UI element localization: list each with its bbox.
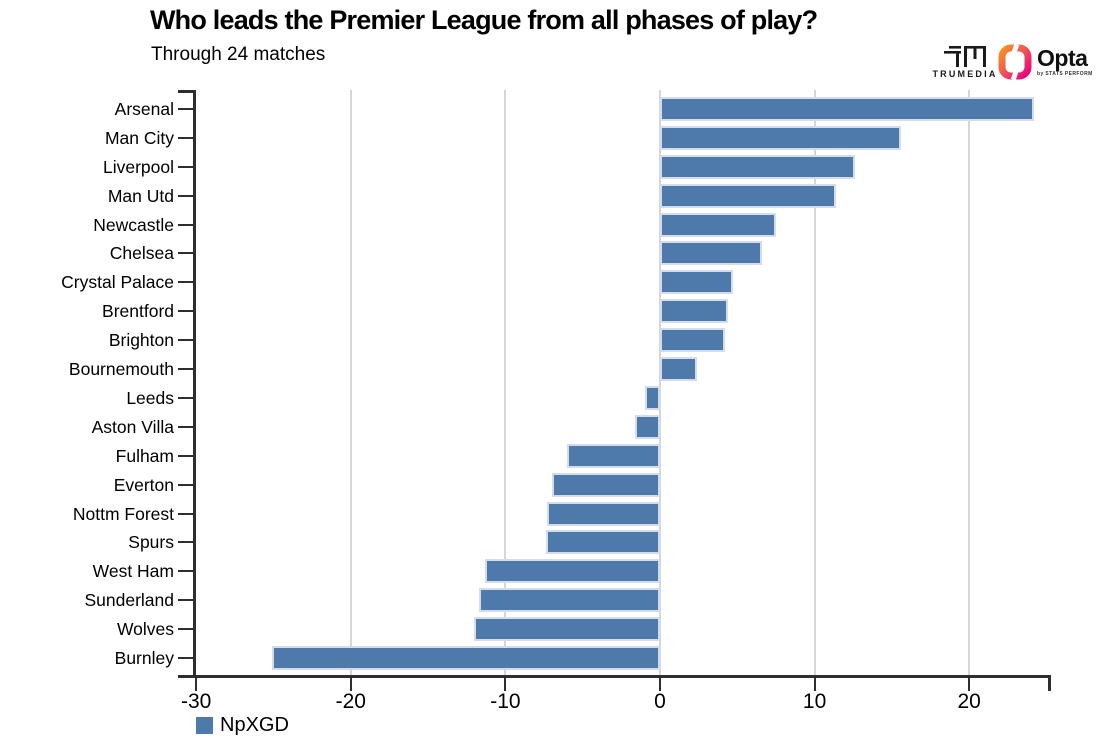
x-tick-label: -10 bbox=[490, 690, 521, 713]
y-tick bbox=[178, 310, 193, 313]
y-tick bbox=[178, 136, 193, 139]
x-tick bbox=[195, 678, 198, 691]
y-tick bbox=[178, 165, 193, 168]
bar-wolves bbox=[474, 617, 660, 642]
bar-everton bbox=[551, 472, 660, 497]
bar-arsenal bbox=[660, 96, 1035, 121]
bar-newcastle bbox=[660, 212, 776, 237]
page-title: Who leads the Premier League from all ph… bbox=[150, 5, 818, 35]
y-axis-line bbox=[193, 90, 196, 675]
x-tick-label: 0 bbox=[654, 690, 666, 713]
gridline bbox=[349, 90, 352, 675]
y-tick-label-wolves: Wolves bbox=[116, 619, 174, 640]
x-axis-right-cap bbox=[1048, 678, 1051, 691]
y-tick bbox=[178, 368, 193, 370]
bar-aston-villa bbox=[635, 414, 660, 439]
bar-chelsea bbox=[660, 241, 763, 266]
x-tick bbox=[813, 678, 816, 691]
bar-liverpool bbox=[660, 154, 855, 179]
y-tick bbox=[178, 396, 193, 399]
y-tick bbox=[178, 454, 193, 457]
x-tick-label: 10 bbox=[802, 690, 827, 713]
y-tick bbox=[178, 512, 193, 515]
y-tick bbox=[178, 281, 193, 284]
y-tick bbox=[178, 570, 193, 573]
bar-fulham bbox=[567, 443, 660, 468]
y-tick-label-chelsea: Chelsea bbox=[109, 243, 174, 264]
legend: NpXGD bbox=[196, 714, 289, 737]
y-tick-label-crystal-palace: Crystal Palace bbox=[61, 272, 174, 293]
x-tick bbox=[504, 678, 507, 691]
gridline bbox=[659, 90, 661, 675]
bar-crystal-palace bbox=[660, 270, 733, 295]
y-tick bbox=[178, 223, 193, 226]
opta-sub-label: by STATS PERFORM bbox=[1037, 71, 1093, 77]
trumedia-icon bbox=[944, 46, 986, 67]
y-tick-label-bournemouth: Bournemouth bbox=[68, 359, 174, 379]
y-tick bbox=[178, 483, 193, 486]
y-axis-top-cap bbox=[178, 90, 196, 93]
y-tick bbox=[178, 339, 193, 342]
gridline bbox=[504, 90, 507, 675]
y-tick-label-liverpool: Liverpool bbox=[102, 156, 174, 177]
opta-logo: Opta by STATS PERFORM bbox=[998, 44, 1093, 80]
legend-swatch-npxgd bbox=[196, 717, 213, 734]
y-tick bbox=[178, 425, 193, 428]
x-tick bbox=[968, 678, 971, 691]
y-tick-label-newcastle: Newcastle bbox=[93, 214, 174, 235]
page-subtitle: Through 24 matches bbox=[151, 44, 326, 65]
y-tick-label-west-ham: West Ham bbox=[92, 561, 174, 582]
y-tick-label-nottm-forest: Nottm Forest bbox=[72, 503, 174, 524]
opta-label: Opta bbox=[1037, 45, 1088, 71]
bar-man-utd bbox=[660, 183, 837, 208]
y-tick bbox=[178, 194, 193, 197]
y-tick-label-aston-villa: Aston Villa bbox=[91, 416, 174, 437]
x-tick-label: -20 bbox=[335, 690, 366, 713]
bar-bournemouth bbox=[660, 357, 698, 381]
bar-west-ham bbox=[485, 559, 660, 584]
y-tick-label-leeds: Leeds bbox=[126, 387, 174, 408]
gridline bbox=[813, 90, 816, 675]
x-tick-label: 20 bbox=[957, 690, 981, 713]
y-tick-label-brentford: Brentford bbox=[102, 301, 174, 322]
y-tick-label-everton: Everton bbox=[113, 474, 174, 495]
bar-man-city bbox=[660, 125, 902, 150]
y-tick bbox=[178, 628, 193, 631]
opta-ring-icon bbox=[998, 44, 1032, 80]
legend-label: NpXGD bbox=[220, 714, 289, 736]
y-tick-label-fulham: Fulham bbox=[115, 445, 174, 466]
bar-brighton bbox=[660, 328, 725, 353]
x-tick-label: -30 bbox=[181, 690, 212, 713]
y-tick-label-spurs: Spurs bbox=[128, 532, 174, 553]
bar-burnley bbox=[271, 646, 660, 670]
bar-brentford bbox=[660, 299, 729, 324]
trumedia-logo: TRUMEDIA bbox=[924, 46, 1006, 79]
bar-spurs bbox=[545, 530, 660, 555]
gridline bbox=[968, 90, 971, 675]
y-tick-label-man-utd: Man Utd bbox=[107, 185, 174, 206]
bar-leeds bbox=[644, 385, 660, 410]
bar-sunderland bbox=[479, 588, 660, 613]
y-tick-label-man-city: Man City bbox=[104, 127, 174, 148]
y-tick bbox=[178, 107, 193, 110]
x-tick bbox=[349, 678, 352, 691]
trumedia-label: TRUMEDIA bbox=[932, 69, 998, 79]
y-tick-label-sunderland: Sunderland bbox=[84, 590, 174, 611]
y-tick bbox=[178, 657, 193, 659]
x-axis-line bbox=[178, 675, 1051, 678]
y-tick bbox=[178, 541, 193, 544]
y-tick-label-brighton: Brighton bbox=[108, 330, 174, 351]
bar-nottm-forest bbox=[547, 501, 660, 526]
y-tick bbox=[178, 252, 193, 255]
y-tick bbox=[178, 599, 193, 602]
x-tick bbox=[659, 678, 661, 691]
y-tick-label-burnley: Burnley bbox=[114, 648, 174, 668]
y-tick-label-arsenal: Arsenal bbox=[114, 98, 174, 119]
